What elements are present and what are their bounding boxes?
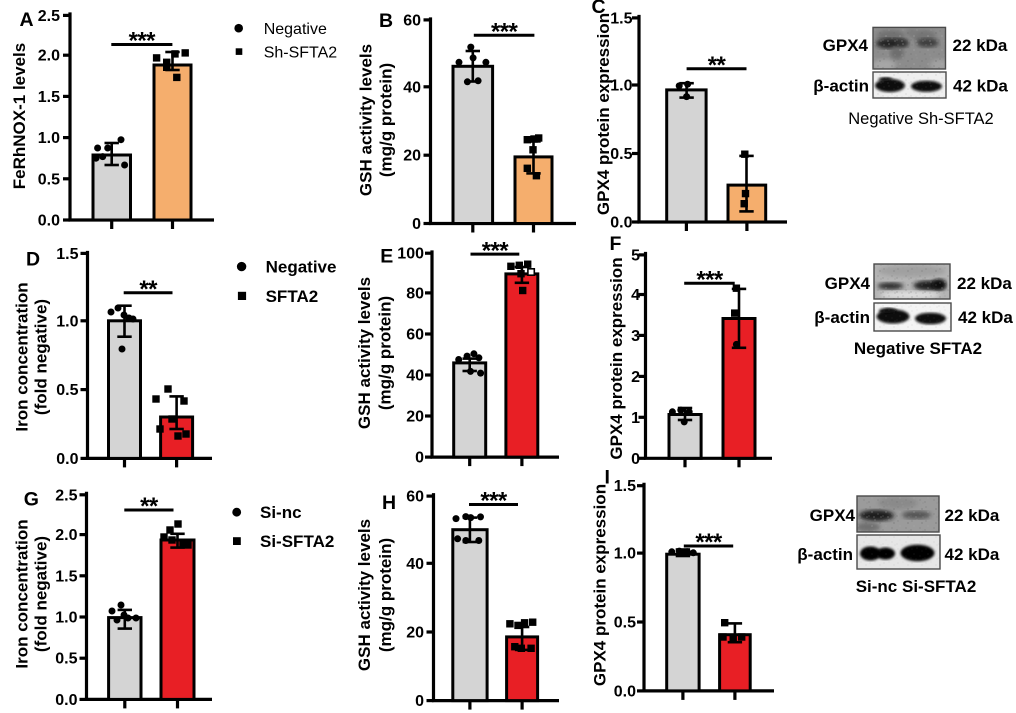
- svg-text:0.0: 0.0: [56, 451, 78, 468]
- svg-text:0.0: 0.0: [610, 215, 632, 232]
- svg-text:42 kDa: 42 kDa: [953, 76, 1008, 95]
- svg-text:40: 40: [403, 79, 421, 96]
- svg-text:60: 60: [403, 12, 421, 29]
- svg-text:GPX4: GPX4: [825, 274, 871, 293]
- svg-text:C: C: [592, 0, 606, 18]
- svg-text:Negative: Negative: [266, 258, 337, 277]
- svg-text:Si-nc: Si-nc: [260, 503, 302, 522]
- svg-text:2: 2: [631, 369, 640, 386]
- svg-text:GPX4 protein expression: GPX4 protein expression: [594, 13, 613, 215]
- svg-text:Si-SFTA2: Si-SFTA2: [260, 532, 334, 551]
- svg-text:D: D: [26, 249, 40, 271]
- svg-text:1.5: 1.5: [610, 10, 632, 27]
- svg-text:4: 4: [631, 287, 640, 304]
- svg-text:1.0: 1.0: [610, 78, 632, 95]
- svg-text:2.0: 2.0: [38, 48, 60, 65]
- svg-text:1.0: 1.0: [56, 313, 78, 330]
- svg-text:***: ***: [129, 28, 156, 55]
- svg-text:A: A: [20, 9, 34, 31]
- svg-text:***: ***: [696, 266, 723, 293]
- svg-text:0.5: 0.5: [38, 171, 60, 188]
- svg-text:GPX4 protein expression: GPX4 protein expression: [607, 257, 626, 459]
- svg-text:1.5: 1.5: [38, 89, 60, 106]
- svg-text:Negative: Negative: [264, 21, 327, 38]
- svg-text:B: B: [379, 10, 393, 32]
- svg-text:0.5: 0.5: [55, 651, 77, 668]
- svg-text:GPX4: GPX4: [810, 506, 856, 525]
- svg-text:**: **: [140, 493, 159, 520]
- svg-text:(fold negative): (fold negative): [32, 536, 51, 652]
- svg-text:***: ***: [482, 237, 509, 264]
- svg-text:GSH activity levels: GSH activity levels: [355, 277, 374, 429]
- svg-text:0: 0: [412, 216, 421, 233]
- svg-text:1.0: 1.0: [55, 610, 77, 627]
- svg-text:Iron concentration: Iron concentration: [13, 519, 32, 668]
- svg-text:(mg/g protein): (mg/g protein): [376, 538, 395, 652]
- svg-text:0.0: 0.0: [614, 683, 636, 700]
- svg-text:20: 20: [406, 625, 424, 642]
- svg-text:Sh-SFTA2: Sh-SFTA2: [264, 44, 338, 61]
- svg-text:22 kDa: 22 kDa: [957, 274, 1012, 293]
- svg-text:22 kDa: 22 kDa: [953, 36, 1008, 55]
- svg-text:***: ***: [491, 19, 518, 46]
- svg-text:β-actin: β-actin: [814, 308, 870, 327]
- svg-text:GPX4 protein expression: GPX4 protein expression: [591, 484, 610, 686]
- svg-text:22 kDa: 22 kDa: [945, 506, 1000, 525]
- svg-text:I: I: [605, 467, 610, 489]
- svg-text:E: E: [380, 245, 393, 267]
- svg-text:Si-nc Si-SFTA2: Si-nc Si-SFTA2: [856, 577, 977, 596]
- svg-text:1.0: 1.0: [614, 546, 636, 563]
- svg-text:(mg/g protein): (mg/g protein): [377, 63, 396, 177]
- svg-text:60: 60: [406, 327, 424, 344]
- svg-text:5: 5: [631, 247, 640, 264]
- svg-text:42 kDa: 42 kDa: [958, 308, 1013, 327]
- svg-text:**: **: [139, 276, 158, 303]
- svg-text:0: 0: [415, 450, 424, 467]
- svg-text:0: 0: [631, 451, 640, 468]
- svg-text:1: 1: [631, 410, 640, 427]
- svg-text:GPX4: GPX4: [823, 36, 869, 55]
- svg-text:100: 100: [397, 246, 424, 263]
- svg-text:Negative Sh-SFTA2: Negative Sh-SFTA2: [848, 110, 994, 128]
- svg-text:(mg/g protein): (mg/g protein): [376, 296, 395, 410]
- svg-text:FeRhNOX-1 levels: FeRhNOX-1 levels: [10, 43, 29, 189]
- svg-text:GSH activity levels: GSH activity levels: [355, 519, 374, 671]
- svg-text:Iron concentration: Iron concentration: [13, 282, 32, 431]
- svg-text:0: 0: [415, 693, 424, 710]
- svg-text:42 kDa: 42 kDa: [945, 545, 1000, 564]
- svg-text:80: 80: [406, 285, 424, 302]
- svg-text:**: **: [708, 52, 727, 79]
- svg-text:1.5: 1.5: [55, 568, 77, 585]
- svg-text:40: 40: [406, 556, 424, 573]
- svg-text:1.5: 1.5: [56, 246, 78, 263]
- svg-text:60: 60: [406, 489, 424, 506]
- svg-text:2.0: 2.0: [55, 527, 77, 544]
- svg-text:G: G: [24, 489, 39, 511]
- svg-text:(fold negative): (fold negative): [32, 299, 51, 415]
- svg-text:0.5: 0.5: [56, 382, 78, 399]
- svg-text:0.5: 0.5: [610, 146, 632, 163]
- svg-text:20: 20: [403, 148, 421, 165]
- svg-text:1.5: 1.5: [614, 478, 636, 495]
- svg-text:3: 3: [631, 328, 640, 345]
- svg-text:20: 20: [406, 409, 424, 426]
- svg-text:2.5: 2.5: [55, 487, 77, 504]
- svg-text:F: F: [610, 233, 622, 255]
- svg-text:0.5: 0.5: [614, 615, 636, 632]
- svg-text:***: ***: [480, 488, 507, 515]
- svg-text:2.5: 2.5: [38, 8, 60, 25]
- svg-text:H: H: [382, 492, 396, 514]
- svg-text:β-actin: β-actin: [813, 76, 869, 95]
- svg-text:0.0: 0.0: [38, 213, 60, 230]
- svg-text:***: ***: [695, 529, 722, 556]
- svg-text:GSH activity levels: GSH activity levels: [357, 44, 376, 196]
- svg-text:40: 40: [406, 368, 424, 385]
- svg-text:β-actin: β-actin: [797, 545, 853, 564]
- svg-text:Negative SFTA2: Negative SFTA2: [854, 339, 982, 358]
- svg-text:0.0: 0.0: [55, 692, 77, 709]
- svg-text:SFTA2: SFTA2: [266, 287, 319, 306]
- svg-text:1.0: 1.0: [38, 130, 60, 147]
